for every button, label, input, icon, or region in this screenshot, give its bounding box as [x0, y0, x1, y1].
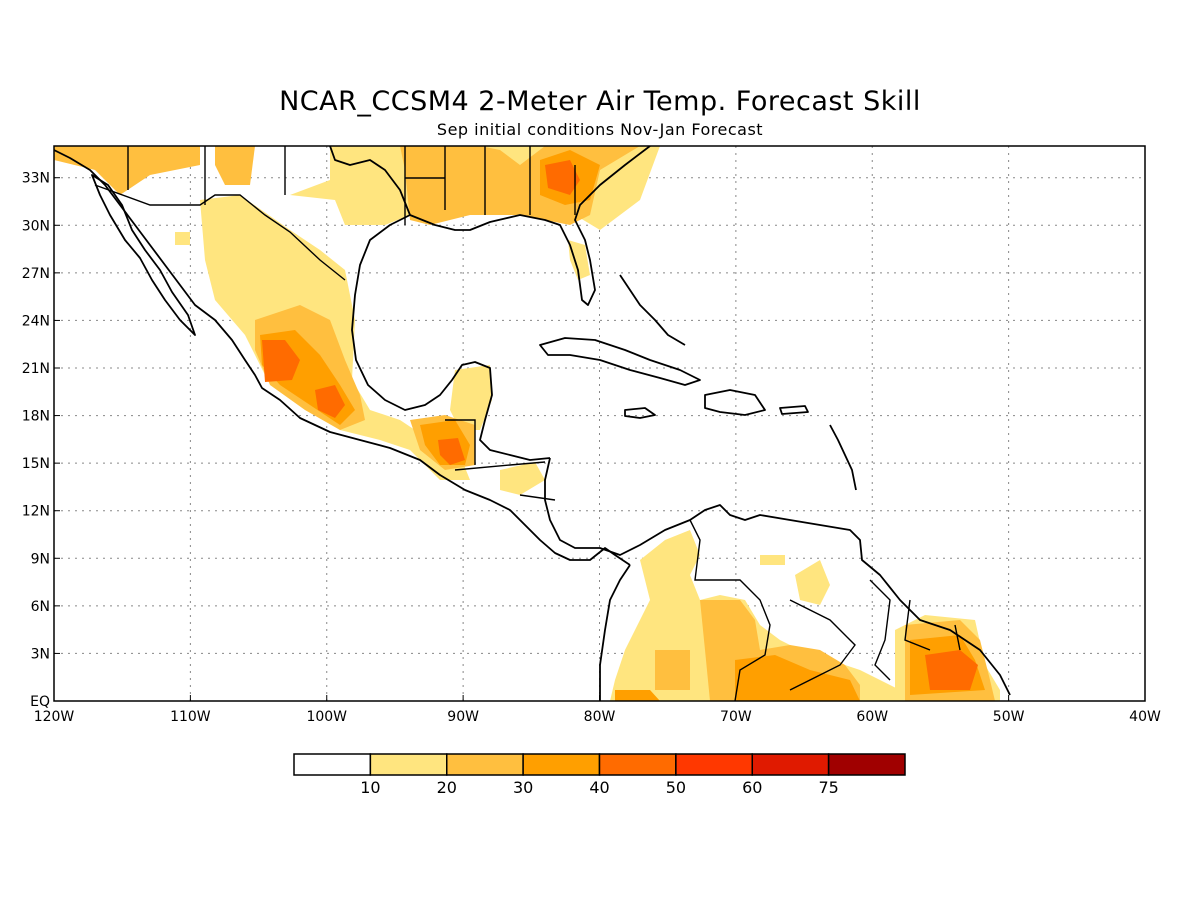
lat-tick-label: 27N: [22, 266, 50, 282]
colorbar-swatch: [598, 753, 677, 776]
skill-region-french-guiana: [925, 650, 978, 690]
lat-tick-label: 21N: [22, 361, 50, 377]
border-south-america: [689, 519, 961, 701]
coastline-caribbean-central: [544, 457, 1011, 696]
map-subtitle: Sep initial conditions Nov-Jan Forecast: [436, 120, 764, 139]
border-state-lines: [127, 146, 576, 225]
colorbar-label: 30: [513, 778, 533, 797]
coastline-gulf-west: [351, 214, 551, 461]
colorbar-label: 40: [589, 778, 609, 797]
lat-tick-label: 24N: [22, 313, 50, 329]
colorbar-swatch: [522, 753, 601, 776]
islands-bahamas: [619, 274, 686, 346]
lat-tick-label: 9N: [31, 551, 50, 567]
skill-region-brazil-north: [615, 690, 660, 701]
colorbar-label: 10: [360, 778, 380, 797]
colorbar-label: 20: [437, 778, 457, 797]
colorbar-swatch: [369, 753, 448, 776]
lat-tick-label: 33N: [22, 171, 50, 187]
lat-tick-label: 15N: [22, 456, 50, 472]
lat-tick-label: 30N: [22, 218, 50, 234]
border-us-mexico: [94, 184, 346, 281]
longitude-labels: 120W 110W 100W 90W 80W 70W 60W 50W 40W: [34, 709, 1161, 725]
skill-region-mexico-west: [175, 232, 190, 245]
island-cuba: [539, 337, 701, 386]
skill-region-honduras-west: [438, 438, 465, 465]
lon-tick-label: 120W: [34, 709, 75, 725]
lat-tick-label: 18N: [22, 409, 50, 425]
political-borders: [94, 146, 961, 701]
island-puerto-rico: [779, 405, 809, 415]
lon-tick-label: 80W: [584, 709, 616, 725]
coastline-gulf: [329, 146, 651, 306]
colorbar-swatch: [751, 753, 830, 776]
skill-region-florida: [568, 240, 590, 280]
map-title: NCAR_CCSM4 2-Meter Air Temp. Forecast Sk…: [279, 86, 921, 117]
lon-tick-label: 100W: [306, 709, 347, 725]
coastline-south-america-west: [599, 564, 631, 701]
lon-tick-label: 110W: [170, 709, 211, 725]
skill-shading: [54, 146, 1000, 701]
skill-region-colombia-west: [655, 650, 690, 690]
lon-tick-label: 50W: [993, 709, 1025, 725]
lat-tick-label: 3N: [31, 646, 50, 662]
skill-region-jalisco: [262, 340, 300, 382]
coastlines: [54, 146, 1011, 701]
skill-region-venezuela-south: [735, 655, 860, 701]
lon-tick-label: 70W: [720, 709, 752, 725]
colorbar-label: 50: [666, 778, 686, 797]
colorbar-swatch: [675, 753, 753, 776]
lon-tick-label: 40W: [1129, 709, 1161, 725]
lat-tick-label: EQ: [30, 694, 50, 710]
lon-tick-label: 90W: [447, 709, 479, 725]
skill-region-new-mexico: [215, 146, 255, 185]
skill-region-central-america: [500, 462, 545, 495]
latitude-labels: 33N 30N 27N 24N 21N 18N 15N 12N 9N 6N 3N EQ: [22, 171, 50, 710]
lat-tick-label: 12N: [22, 504, 50, 520]
skill-region-georgia-core: [545, 160, 580, 195]
islands-lesser-antilles: [829, 424, 857, 491]
lon-tick-label: 60W: [856, 709, 888, 725]
island-jamaica: [624, 407, 656, 419]
skill-region-guerrero: [315, 385, 345, 418]
border-central-america: [445, 419, 556, 501]
coastline-baja: [91, 174, 196, 336]
skill-region-venezuela: [795, 560, 830, 605]
colorbar-swatch: [827, 753, 906, 776]
colorbar-swatch: [446, 753, 524, 776]
skill-region-yucatan: [450, 365, 492, 430]
colorbar-label: 60: [742, 778, 762, 797]
colorbar-swatch: [293, 753, 372, 776]
lat-tick-label: 6N: [31, 599, 50, 615]
map-frame: [53, 145, 1146, 702]
colorbar-label: 75: [818, 778, 838, 797]
coastline-pacific: [54, 149, 631, 566]
skill-region-venezuela-north: [760, 555, 785, 565]
colorbar: 10 20 30 40 50 60 75: [293, 753, 906, 797]
island-hispaniola: [704, 389, 766, 416]
skill-region-arizona: [54, 146, 200, 195]
